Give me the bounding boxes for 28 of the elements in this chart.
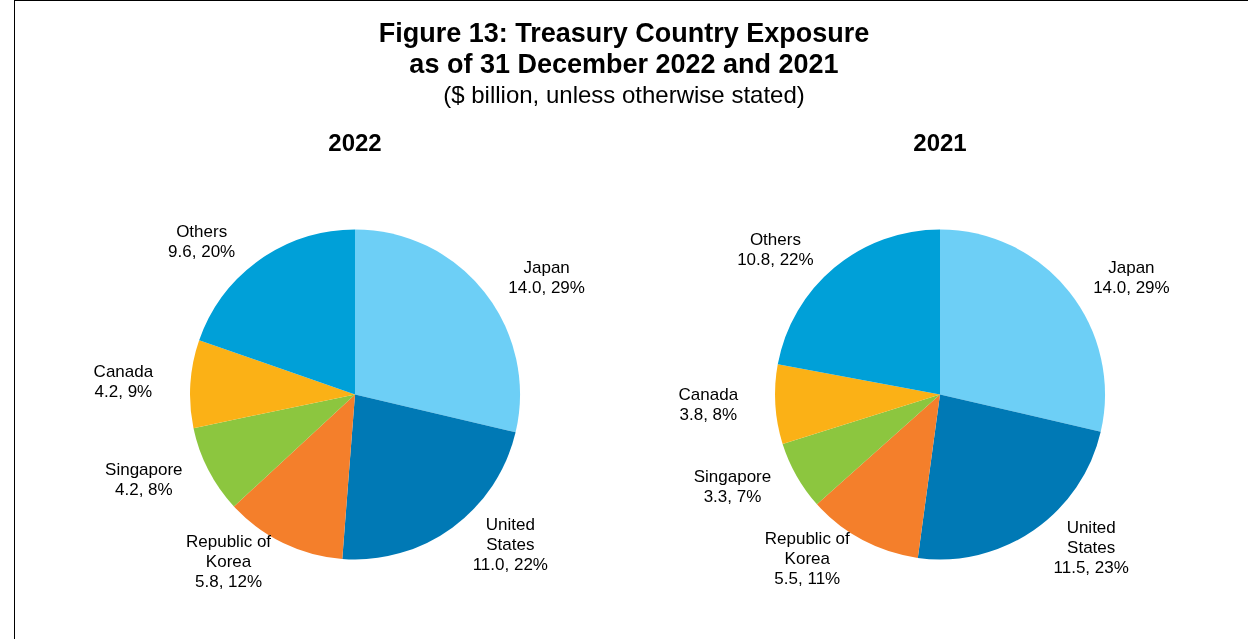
data-label: 14.0, 29%	[1093, 277, 1170, 297]
data-label: 4.2, 8%	[114, 479, 173, 499]
slice-label: United States	[1066, 518, 1116, 558]
data-label: 10.8, 22%	[737, 250, 814, 270]
data-label: 5.5, 11%	[774, 569, 841, 589]
data-label: 9.6, 20%	[168, 241, 236, 261]
data-label: 11.0, 22%	[472, 555, 548, 575]
slice-label: Republic of Korea	[186, 532, 272, 572]
data-label: 3.3, 7%	[703, 486, 762, 506]
slice-label: Canada	[678, 385, 739, 405]
data-label: 5.8, 12%	[195, 572, 263, 592]
slice-label: Republic of Korea	[764, 529, 851, 569]
slice-label: United States	[485, 515, 535, 555]
data-label: 4.2, 9%	[94, 382, 153, 402]
slice-label: Japan	[523, 258, 570, 278]
slice-label: Singapore	[105, 459, 183, 479]
data-label: 11.5, 23%	[1053, 558, 1129, 578]
chart-title: 2022	[328, 129, 382, 157]
data-label: 14.0, 29%	[508, 278, 585, 298]
text: Figure 13: Treasury Country Exposure as of 31 December 2022 and 2021	[377, 18, 871, 80]
slice-label: Others	[749, 230, 801, 250]
slice-label: Singapore	[693, 466, 772, 486]
text: ($ billion, unless otherwise stated)	[442, 80, 806, 110]
slice-label: Canada	[93, 362, 154, 382]
slice-label: Others	[176, 221, 228, 241]
chart-title: 2021	[913, 129, 967, 157]
data-label: 3.8, 8%	[679, 405, 738, 425]
slice-label: Japan	[1108, 257, 1155, 277]
